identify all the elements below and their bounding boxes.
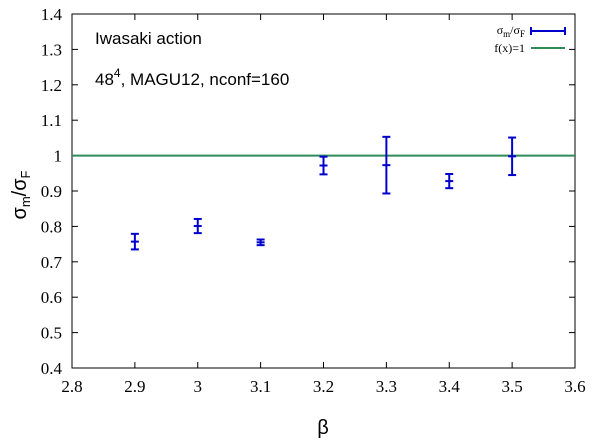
x-tick-label: 3 (194, 377, 203, 396)
x-tick-label: 3.6 (564, 377, 585, 396)
annotation-lattice: 484, MAGU12, nconf=160 (95, 66, 289, 89)
y-axis-ticks: 0.4 0.5 0.6 0.7 0.8 0.9 1 1.1 1.2 1.3 1.4 (41, 5, 575, 378)
data-point (256, 238, 265, 247)
y-tick-label: 0.9 (41, 182, 62, 201)
x-tick-label: 2.8 (61, 377, 82, 396)
x-tick-label: 3.2 (313, 377, 334, 396)
legend: σm/σF f(x)=1 (494, 23, 566, 55)
legend-label-reference: f(x)=1 (494, 41, 525, 55)
y-tick-label: 0.8 (41, 217, 62, 236)
x-tick-label: 3.1 (250, 377, 271, 396)
data-point (130, 232, 139, 251)
y-tick-label: 0.4 (41, 359, 63, 378)
data-point (382, 135, 391, 195)
plot-frame (71, 13, 576, 369)
legend-sample-errorbar (530, 27, 566, 35)
x-axis-ticks: 2.8 2.9 3 3.1 3.2 3.3 3.4 3.5 3.6 (61, 14, 586, 396)
x-tick-label: 3.4 (439, 377, 461, 396)
x-tick-label: 2.9 (124, 377, 145, 396)
y-tick-label: 1.3 (41, 40, 62, 59)
data-point (508, 136, 517, 177)
data-point (445, 173, 454, 190)
y-tick-label: 0.5 (41, 324, 62, 343)
x-axis-title: β (317, 417, 329, 439)
y-tick-label: 0.7 (41, 253, 63, 272)
y-axis-title: σm/σF (9, 170, 33, 219)
data-points (130, 135, 517, 251)
data-point (193, 217, 202, 235)
x-tick-label: 3.5 (502, 377, 523, 396)
y-tick-label: 1.4 (41, 5, 63, 24)
y-tick-label: 1.1 (41, 111, 62, 130)
data-point (319, 155, 328, 176)
x-tick-label: 3.3 (376, 377, 397, 396)
annotation-action: Iwasaki action (95, 29, 202, 48)
y-tick-label: 1 (54, 147, 63, 166)
y-tick-label: 1.2 (41, 76, 62, 95)
legend-label-series: σm/σF (497, 23, 525, 39)
y-tick-label: 0.6 (41, 288, 62, 307)
